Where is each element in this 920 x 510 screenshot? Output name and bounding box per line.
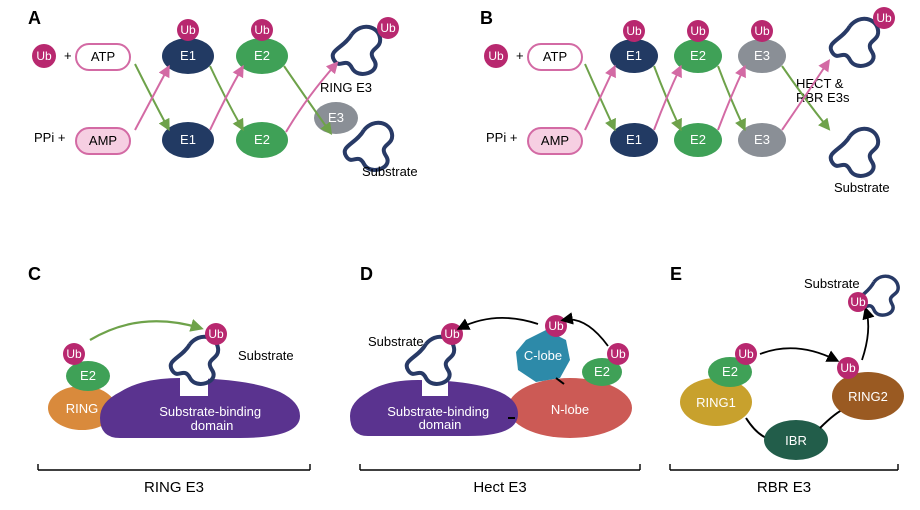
substrate-label: Substrate <box>834 180 890 195</box>
e1-top-label: E1 <box>180 48 196 63</box>
arrow-atp-down <box>135 64 168 128</box>
e2-bottom-label: E2 <box>254 132 270 147</box>
panel-a: Ub + ATP PPi + AMP E1 Ub E1 E2 Ub E2 RIN… <box>32 17 418 179</box>
ub-label: Ub <box>488 49 504 63</box>
svg-text:E2: E2 <box>722 364 738 379</box>
ppi-label: PPi + <box>34 130 65 145</box>
svg-text:Ub: Ub <box>548 319 564 333</box>
sbd-notch <box>180 376 208 396</box>
substrate-label: Substrate <box>804 276 860 291</box>
svg-text:E3: E3 <box>754 48 770 63</box>
footer-hect-label: Hect E3 <box>473 479 526 496</box>
substrate-label: Substrate <box>362 164 418 179</box>
clobe-label: C-lobe <box>524 348 562 363</box>
plus-label: + <box>516 48 524 63</box>
svg-text:Ub: Ub <box>840 361 856 375</box>
nlobe-label: N-lobe <box>551 402 589 417</box>
panel-letter-b: B <box>480 8 493 28</box>
svg-text:Ub: Ub <box>380 21 396 35</box>
e2-top-label: E2 <box>254 48 270 63</box>
ring-label: RING <box>66 401 99 416</box>
ub-label: Ub <box>180 23 196 37</box>
ring1-label: RING1 <box>696 395 736 410</box>
footer-hect: Hect E3 <box>360 464 640 496</box>
panel-letter-d: D <box>360 264 373 284</box>
atp-label: ATP <box>91 49 115 64</box>
amp-label: AMP <box>541 133 569 148</box>
svg-text:E2: E2 <box>690 48 706 63</box>
substrate-d: Ub <box>407 323 463 384</box>
svg-text:Ub: Ub <box>610 347 626 361</box>
substrate-bottom <box>831 129 878 176</box>
ub-label: Ub <box>254 23 270 37</box>
svg-text:Ub: Ub <box>738 347 754 361</box>
svg-text:E2: E2 <box>80 368 96 383</box>
svg-text:E3: E3 <box>754 132 770 147</box>
transfer-arrow <box>460 318 538 328</box>
substrate-label: Substrate <box>368 334 424 349</box>
transfer-arrow <box>760 348 836 360</box>
ring-e3-label: RING E3 <box>320 80 372 95</box>
svg-text:Ub: Ub <box>754 24 770 38</box>
panel-d: N-lobe Substrate-binding domain C-lobe U… <box>350 315 632 438</box>
svg-text:E2: E2 <box>594 364 610 379</box>
substrate-c: Ub <box>171 323 227 384</box>
substrate-top: Ub <box>333 17 399 74</box>
svg-text:E1: E1 <box>626 132 642 147</box>
svg-text:Ub: Ub <box>626 24 642 38</box>
svg-text:Ub: Ub <box>66 347 82 361</box>
substrate-bottom <box>345 123 392 170</box>
plus-label: + <box>64 48 72 63</box>
figure-root: A B C D E Ub + ATP PPi + AMP E1 Ub E1 E2… <box>0 0 920 510</box>
atp-label: ATP <box>543 49 567 64</box>
footer-rbr-label: RBR E3 <box>757 479 811 496</box>
ub-label: Ub <box>36 49 52 63</box>
svg-text:E2: E2 <box>690 132 706 147</box>
hect-rbr-label: HECT & RBR E3s <box>796 76 850 105</box>
panel-c: RING E2 Ub Substrate-binding domain Ub S… <box>48 321 300 438</box>
svg-text:Ub: Ub <box>444 327 460 341</box>
ibr-label: IBR <box>785 433 807 448</box>
ring2-label: RING2 <box>848 389 888 404</box>
substrate-label: Substrate <box>238 348 294 363</box>
footer-ring: RING E3 <box>38 464 310 496</box>
transfer-arrow <box>90 321 200 340</box>
e1-bottom-label: E1 <box>180 132 196 147</box>
svg-text:Ub: Ub <box>876 11 892 25</box>
transfer-arrow <box>862 310 868 360</box>
transfer-arrow <box>564 320 608 346</box>
svg-text:Ub: Ub <box>690 24 706 38</box>
panel-e: RING1 E2 Ub IBR RING2 Ub Ub Substrate <box>680 276 904 460</box>
footer-rbr: RBR E3 <box>670 464 898 496</box>
panel-letter-e: E <box>670 264 682 284</box>
ppi-label: PPi + <box>486 130 517 145</box>
footer-ring-label: RING E3 <box>144 479 204 496</box>
e3-ring-label: E3 <box>328 110 344 125</box>
svg-text:Ub: Ub <box>850 295 866 309</box>
panel-b: Ub + ATP PPi + AMP E1 Ub E1 E2 Ub E2 E3 … <box>484 7 895 195</box>
panel-letter-a: A <box>28 8 41 28</box>
svg-text:Ub: Ub <box>208 327 224 341</box>
panel-letter-c: C <box>28 264 41 284</box>
substrate-top: Ub <box>831 7 895 66</box>
e1-top-label: E1 <box>626 48 642 63</box>
amp-label: AMP <box>89 133 117 148</box>
